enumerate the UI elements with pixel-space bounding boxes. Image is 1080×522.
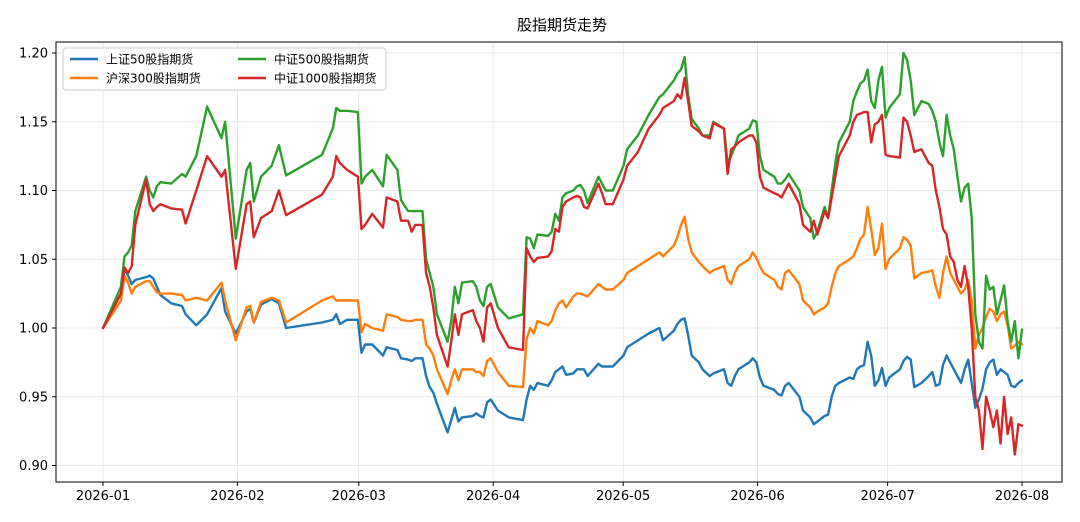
legend-box	[62, 47, 387, 91]
y-tick-label: 1.00	[19, 322, 48, 337]
y-tick-label: 1.05	[19, 253, 48, 268]
legend-label: 沪深300股指期货	[106, 71, 201, 86]
series-line-3	[101, 76, 1024, 456]
x-axis: 2026-01 2026-02 2026-03 2026-04 2026-05 2026-…	[76, 482, 1049, 504]
series-line-2	[101, 51, 1024, 360]
legend-label: 中证500股指期货	[274, 52, 369, 67]
x-tick-label: 2026-01	[76, 489, 130, 504]
x-tick-label: 2026-06	[730, 489, 784, 504]
y-tick-label: 1.10	[19, 184, 48, 199]
y-tick-label: 1.20	[19, 47, 48, 62]
plot-frame	[55, 41, 1063, 483]
y-tick-label: 0.90	[19, 459, 48, 474]
chart-title: 股指期货走势	[517, 16, 607, 34]
series-line-0	[101, 267, 1024, 434]
x-tick-label: 2026-02	[210, 489, 264, 504]
legend-label: 上证50股指期货	[106, 52, 193, 67]
x-tick-label: 2026-04	[466, 489, 520, 504]
x-tick-label: 2026-03	[332, 489, 386, 504]
x-tick-label: 2026-05	[596, 489, 650, 504]
y-tick-label: 1.15	[19, 115, 48, 130]
legend-label: 中证1000股指期货	[274, 71, 377, 86]
y-axis: 0.90 0.95 1.00 1.05 1.10 1.15 1.20	[19, 47, 56, 474]
x-tick-label: 2026-08	[995, 489, 1049, 504]
series-line-1	[101, 205, 1024, 396]
y-tick-label: 0.95	[19, 390, 48, 405]
series-lines	[101, 51, 1024, 456]
x-tick-label: 2026-07	[860, 489, 914, 504]
